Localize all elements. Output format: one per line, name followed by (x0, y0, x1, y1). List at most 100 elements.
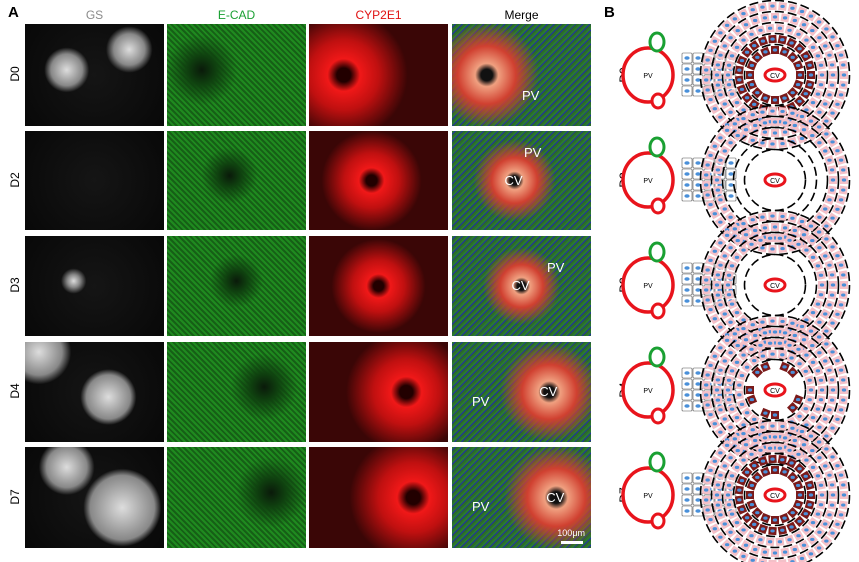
nucleus (728, 172, 734, 176)
nucleus (684, 89, 690, 93)
nucleus (803, 512, 808, 516)
nucleus (718, 198, 723, 202)
nucleus (801, 338, 807, 342)
nucleus (724, 233, 730, 237)
nucleus (703, 488, 709, 492)
portal-vein (621, 46, 675, 104)
nucleus (703, 78, 709, 82)
nucleus (797, 73, 803, 77)
nucleus (755, 511, 760, 515)
nucleus (827, 408, 832, 412)
nucleus (804, 423, 809, 427)
nucleus (810, 537, 815, 542)
merge-label-pv: PV (547, 260, 565, 275)
nucleus (760, 354, 766, 358)
column-header-e-cad: E-CAD (217, 8, 256, 22)
nucleus (760, 459, 766, 463)
nucleus (838, 473, 844, 477)
cyp-image-d0 (309, 24, 448, 126)
nucleus (829, 63, 835, 67)
nucleus (750, 428, 755, 432)
nucleus (718, 31, 723, 35)
nucleus (750, 113, 755, 117)
schematic-d4: D4CVPV (617, 314, 851, 466)
nucleus (728, 320, 733, 324)
nucleus (815, 302, 821, 306)
hepatocyte (778, 559, 787, 562)
zone-boundary (743, 43, 807, 107)
nucleus (782, 50, 787, 54)
nucleus (715, 63, 721, 67)
bile-duct (648, 136, 666, 158)
nucleus (749, 534, 754, 538)
nucleus (718, 136, 723, 140)
nucleus (829, 398, 835, 402)
nucleus (816, 230, 822, 234)
nucleus (818, 63, 824, 67)
nucleus (747, 73, 753, 77)
nucleus (684, 393, 690, 397)
nucleus (772, 413, 778, 417)
nucleus (780, 246, 785, 251)
nucleus (712, 39, 718, 43)
nucleus (816, 20, 822, 24)
nucleus (770, 319, 775, 323)
nucleus (750, 323, 755, 327)
nucleus (790, 91, 795, 95)
cyp-image-d7 (309, 447, 448, 548)
nucleus (752, 102, 757, 107)
nucleus (830, 350, 835, 354)
nucleus (827, 513, 832, 517)
nucleus (770, 529, 775, 533)
nucleus (732, 122, 738, 126)
nucleus (695, 67, 701, 71)
nucleus (835, 207, 840, 211)
nucleus (830, 426, 835, 430)
nucleus (741, 248, 746, 252)
nucleus (695, 78, 701, 82)
nucleus (728, 456, 733, 460)
nucleus (804, 353, 809, 357)
nucleus (808, 224, 814, 228)
zone-boundary (732, 137, 818, 223)
nucleus (838, 93, 844, 97)
nucleus (718, 93, 723, 97)
nucleus (705, 88, 710, 92)
merge-image-d2: PV CV (452, 131, 591, 230)
nucleus (841, 178, 847, 182)
nucleus (797, 47, 802, 51)
nucleus (838, 198, 844, 202)
nucleus (767, 236, 773, 240)
gs-image-d2 (25, 131, 164, 230)
nucleus (735, 343, 740, 348)
portal-vein (621, 256, 675, 314)
nucleus (712, 249, 718, 253)
nucleus (830, 216, 835, 220)
nucleus (808, 388, 814, 392)
column-header-cyp2e1: CYP2E1 (355, 8, 402, 22)
nucleus (810, 238, 815, 243)
central-vein-label: CV (770, 283, 780, 290)
nucleus (810, 448, 815, 453)
nucleus (728, 141, 733, 145)
nucleus (750, 218, 755, 222)
nucleus (838, 263, 844, 267)
nucleus (817, 246, 822, 250)
nucleus (823, 464, 828, 468)
nucleus (708, 98, 713, 102)
nucleus (744, 411, 750, 415)
nucleus (827, 368, 832, 372)
nucleus (762, 550, 768, 554)
nucleus (763, 516, 768, 520)
panel-b-label: B (604, 4, 615, 21)
nucleus (770, 247, 775, 251)
nucleus (750, 8, 755, 12)
merge-label-pv: PV (524, 145, 542, 160)
nucleus (816, 335, 822, 339)
nucleus (724, 228, 730, 232)
nucleus (726, 83, 732, 87)
nucleus (810, 133, 815, 138)
nucleus (755, 370, 760, 374)
nucleus (724, 23, 730, 27)
nucleus (715, 483, 721, 487)
